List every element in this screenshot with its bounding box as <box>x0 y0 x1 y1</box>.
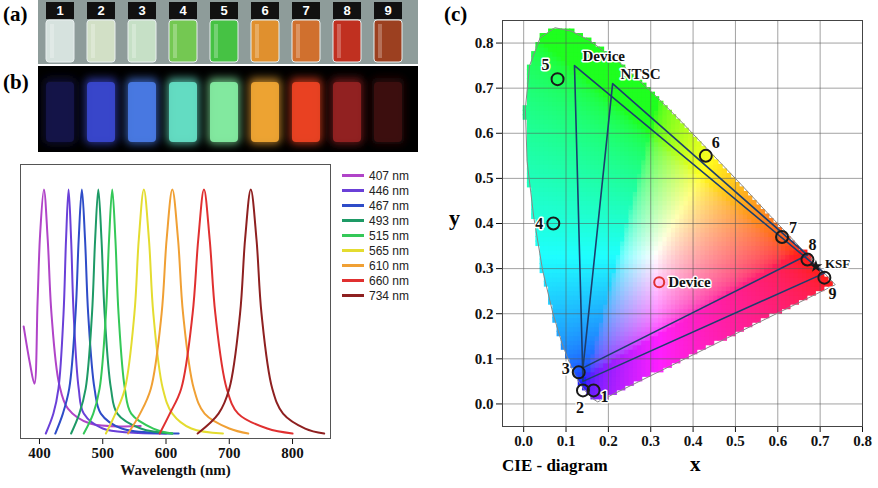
svg-text:9: 9 <box>384 3 391 18</box>
svg-text:500: 500 <box>91 445 114 461</box>
svg-text:0.5: 0.5 <box>726 433 745 449</box>
svg-text:8: 8 <box>808 236 816 253</box>
svg-text:7: 7 <box>302 3 309 18</box>
svg-text:1: 1 <box>601 388 609 405</box>
svg-text:0.7: 0.7 <box>475 80 494 96</box>
svg-text:0.0: 0.0 <box>514 433 533 449</box>
html-text:CIE - diagram: CIE - diagram <box>502 456 608 475</box>
html-text:467 nm: 467 nm <box>369 198 409 213</box>
svg-text:2: 2 <box>97 3 104 18</box>
html-text:515 nm: 515 nm <box>369 228 409 243</box>
svg-text:0.3: 0.3 <box>475 260 494 276</box>
html-text:660 nm: 660 nm <box>369 273 409 288</box>
svg-text:6: 6 <box>712 134 720 151</box>
html-text:610 nm: 610 nm <box>369 258 409 273</box>
html-text:493 nm: 493 nm <box>369 213 409 228</box>
svg-text:3: 3 <box>138 3 145 18</box>
svg-text:3: 3 <box>562 360 570 377</box>
svg-text:0.6: 0.6 <box>768 433 787 449</box>
html-text:x: x <box>690 452 701 476</box>
svg-text:0.7: 0.7 <box>811 433 830 449</box>
svg-text:5: 5 <box>542 56 550 73</box>
html-text:565 nm: 565 nm <box>369 243 409 258</box>
svg-text:700: 700 <box>218 445 241 461</box>
svg-text:0.8: 0.8 <box>853 433 872 449</box>
html-text:y: y <box>449 205 460 230</box>
svg-text:2: 2 <box>576 399 584 416</box>
svg-text:7: 7 <box>789 219 797 236</box>
svg-text:6: 6 <box>261 3 268 18</box>
html-text:446 nm: 446 nm <box>369 183 409 198</box>
svg-text:4: 4 <box>179 3 187 18</box>
svg-text:8: 8 <box>343 3 350 18</box>
svg-text:0.3: 0.3 <box>641 433 660 449</box>
svg-text:4: 4 <box>535 215 543 232</box>
svg-text:600: 600 <box>155 445 178 461</box>
html-text:407 nm: 407 nm <box>369 168 409 183</box>
html-text:(a): (a) <box>3 2 28 26</box>
svg-text:Device: Device <box>583 48 626 64</box>
svg-text:5: 5 <box>220 3 227 18</box>
svg-text:0.1: 0.1 <box>557 433 576 449</box>
svg-text:0.0: 0.0 <box>475 396 494 412</box>
svg-text:Wavelength (nm): Wavelength (nm) <box>120 462 230 479</box>
svg-text:0.1: 0.1 <box>475 351 494 367</box>
svg-text:0.4: 0.4 <box>475 215 494 231</box>
svg-text:KSF: KSF <box>825 256 850 271</box>
svg-text:400: 400 <box>28 445 51 461</box>
svg-text:9: 9 <box>828 285 836 302</box>
svg-text:1: 1 <box>56 3 63 18</box>
svg-text:0.4: 0.4 <box>684 433 703 449</box>
svg-text:0.8: 0.8 <box>475 35 494 51</box>
svg-text:0.6: 0.6 <box>475 125 494 141</box>
html-text:(b): (b) <box>3 70 29 94</box>
svg-text:Device: Device <box>668 274 711 290</box>
svg-text:0.5: 0.5 <box>475 170 494 186</box>
svg-text:0.2: 0.2 <box>475 306 494 322</box>
svg-text:NTSC: NTSC <box>621 66 661 82</box>
svg-text:0.2: 0.2 <box>599 433 618 449</box>
html-text:(c): (c) <box>444 2 468 26</box>
svg-text:800: 800 <box>281 445 304 461</box>
html-text:734 nm: 734 nm <box>369 288 409 303</box>
